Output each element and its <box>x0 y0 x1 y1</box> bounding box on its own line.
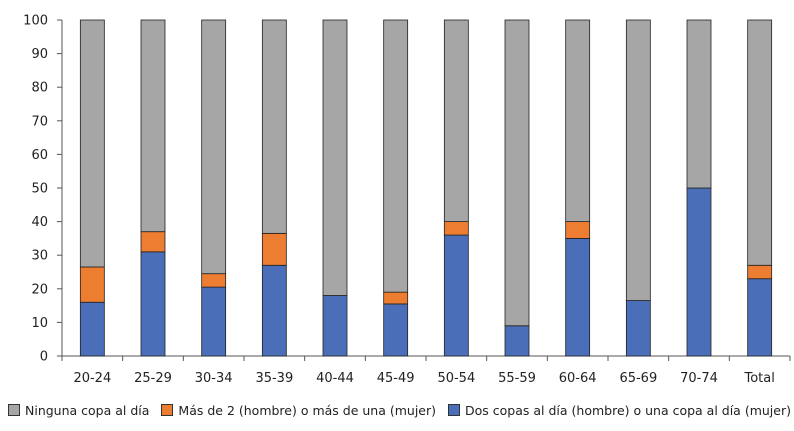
legend-swatch-dos-copas <box>448 404 461 416</box>
bar-segment <box>79 266 105 303</box>
bar-segment <box>747 278 773 357</box>
bar-segment <box>322 19 348 296</box>
bar-segment <box>261 19 287 234</box>
legend-label-ninguna: Ninguna copa al día <box>25 402 150 418</box>
bar-segment <box>625 300 651 357</box>
bar-segment <box>565 221 591 239</box>
x-tick-label: 30-34 <box>195 371 233 386</box>
bar-segment <box>383 291 409 305</box>
bar-segment <box>201 19 227 275</box>
x-tick-label: Total <box>743 371 774 386</box>
bar-segment <box>79 301 105 357</box>
y-tick-label: 20 <box>31 282 48 297</box>
bar-segment <box>201 273 227 288</box>
bar-segment <box>443 19 469 223</box>
y-tick-label: 40 <box>31 215 48 230</box>
bar-segment <box>747 19 773 266</box>
y-tick-label: 60 <box>31 148 48 163</box>
x-tick-label: 65-69 <box>619 371 657 386</box>
legend-item-mas-de-2: Más de 2 (hombre) o más de una (mujer) <box>161 403 436 418</box>
x-tick-label: 55-59 <box>498 371 536 386</box>
bar-segment <box>443 234 469 357</box>
legend-label-dos-copas: Dos copas al día (hombre) o una copa al … <box>465 402 791 418</box>
y-tick-label: 90 <box>31 47 48 62</box>
x-tick-label: 25-29 <box>134 371 172 386</box>
x-tick-label: 45-49 <box>377 371 415 386</box>
bar-segment <box>686 19 712 189</box>
bar-segment <box>140 251 166 357</box>
bar-segment <box>625 19 651 301</box>
y-tick-label: 30 <box>31 249 48 264</box>
legend-swatch-mas-de-2 <box>161 404 174 416</box>
bar-segment <box>201 286 227 357</box>
x-tick-label: 35-39 <box>255 371 293 386</box>
y-tick-label: 80 <box>31 81 48 96</box>
legend-item-dos-copas: Dos copas al día (hombre) o una copa al … <box>448 403 791 418</box>
bar-segment <box>261 232 287 266</box>
bar-segment <box>140 19 166 233</box>
bar-segment <box>565 19 591 223</box>
bar-segment <box>504 325 530 357</box>
bar-segment <box>79 19 105 268</box>
bar-segment <box>565 237 591 357</box>
bar-segment <box>443 221 469 236</box>
bar-segment <box>383 303 409 357</box>
y-tick-label: 50 <box>31 182 48 197</box>
y-tick-label: 100 <box>23 14 48 29</box>
x-tick-label: 40-44 <box>316 371 354 386</box>
bar-segment <box>383 19 409 293</box>
stacked-bar-chart: 0 10 20 30 40 50 60 70 80 90 100 20-24 25-29 30-34 35-… <box>23 14 791 386</box>
x-tick-label: 60-64 <box>559 371 597 386</box>
bar-segment <box>322 295 348 357</box>
legend-item-ninguna: Ninguna copa al día <box>8 403 149 418</box>
y-tick-label: 10 <box>31 316 48 331</box>
bar-segment <box>140 231 166 253</box>
y-tick-label: 0 <box>40 350 48 365</box>
bar-segment <box>686 187 712 357</box>
y-tick-label: 70 <box>31 114 48 129</box>
bar-segment <box>261 264 287 357</box>
x-tick-label: 50-54 <box>437 371 475 386</box>
x-tick-label: 70-74 <box>680 371 718 386</box>
bar-segment <box>747 264 773 280</box>
bar-segment <box>504 19 530 327</box>
legend: Ninguna copa al día Más de 2 (hombre) o … <box>0 398 794 422</box>
x-tick-label: 20-24 <box>73 371 111 386</box>
legend-swatch-ninguna <box>8 404 20 416</box>
legend-label-mas-de-2: Más de 2 (hombre) o más de una (mujer) <box>178 402 437 418</box>
